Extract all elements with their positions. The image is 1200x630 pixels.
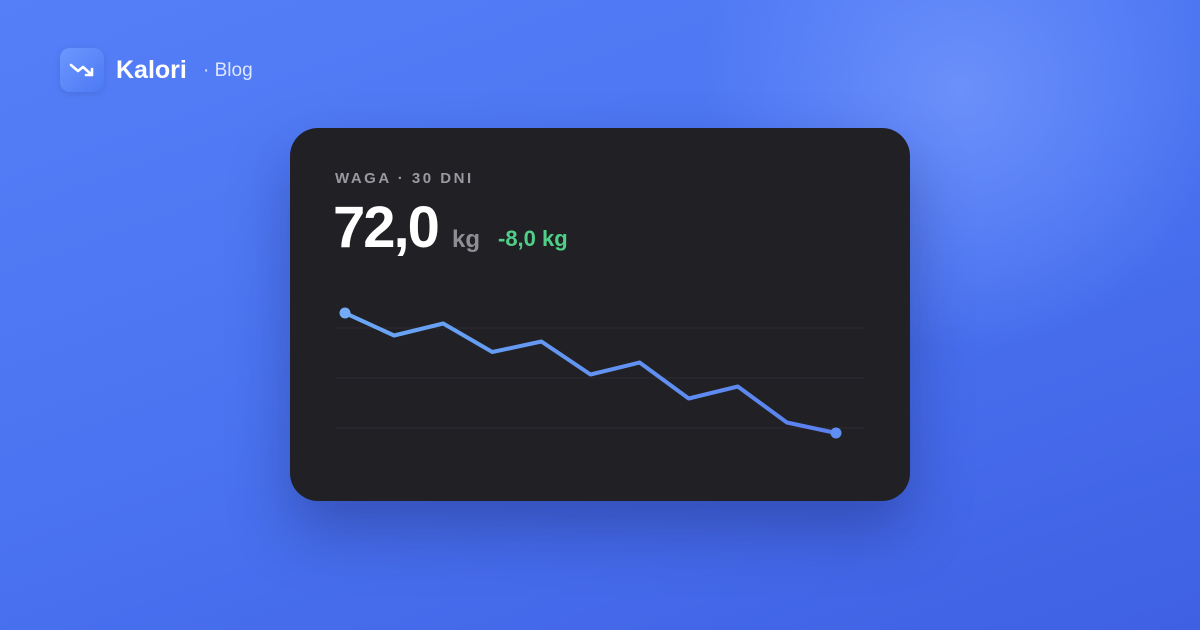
card-label: WAGA · 30 DNI xyxy=(335,170,474,187)
weight-value: 72,0 xyxy=(333,195,440,260)
end-point xyxy=(830,427,842,439)
weight-unit: kg xyxy=(452,226,481,253)
chart xyxy=(336,307,864,439)
brand: Kalori xyxy=(116,56,187,84)
card: WAGA · 30 DNI 72,0 kg -8,0 kg xyxy=(290,128,910,501)
start-point xyxy=(339,307,351,319)
weight-change: -8,0 kg xyxy=(498,226,568,251)
weight-line xyxy=(343,311,838,435)
logo-icon xyxy=(69,63,94,77)
logo xyxy=(60,48,104,92)
section: · Blog xyxy=(203,60,253,81)
